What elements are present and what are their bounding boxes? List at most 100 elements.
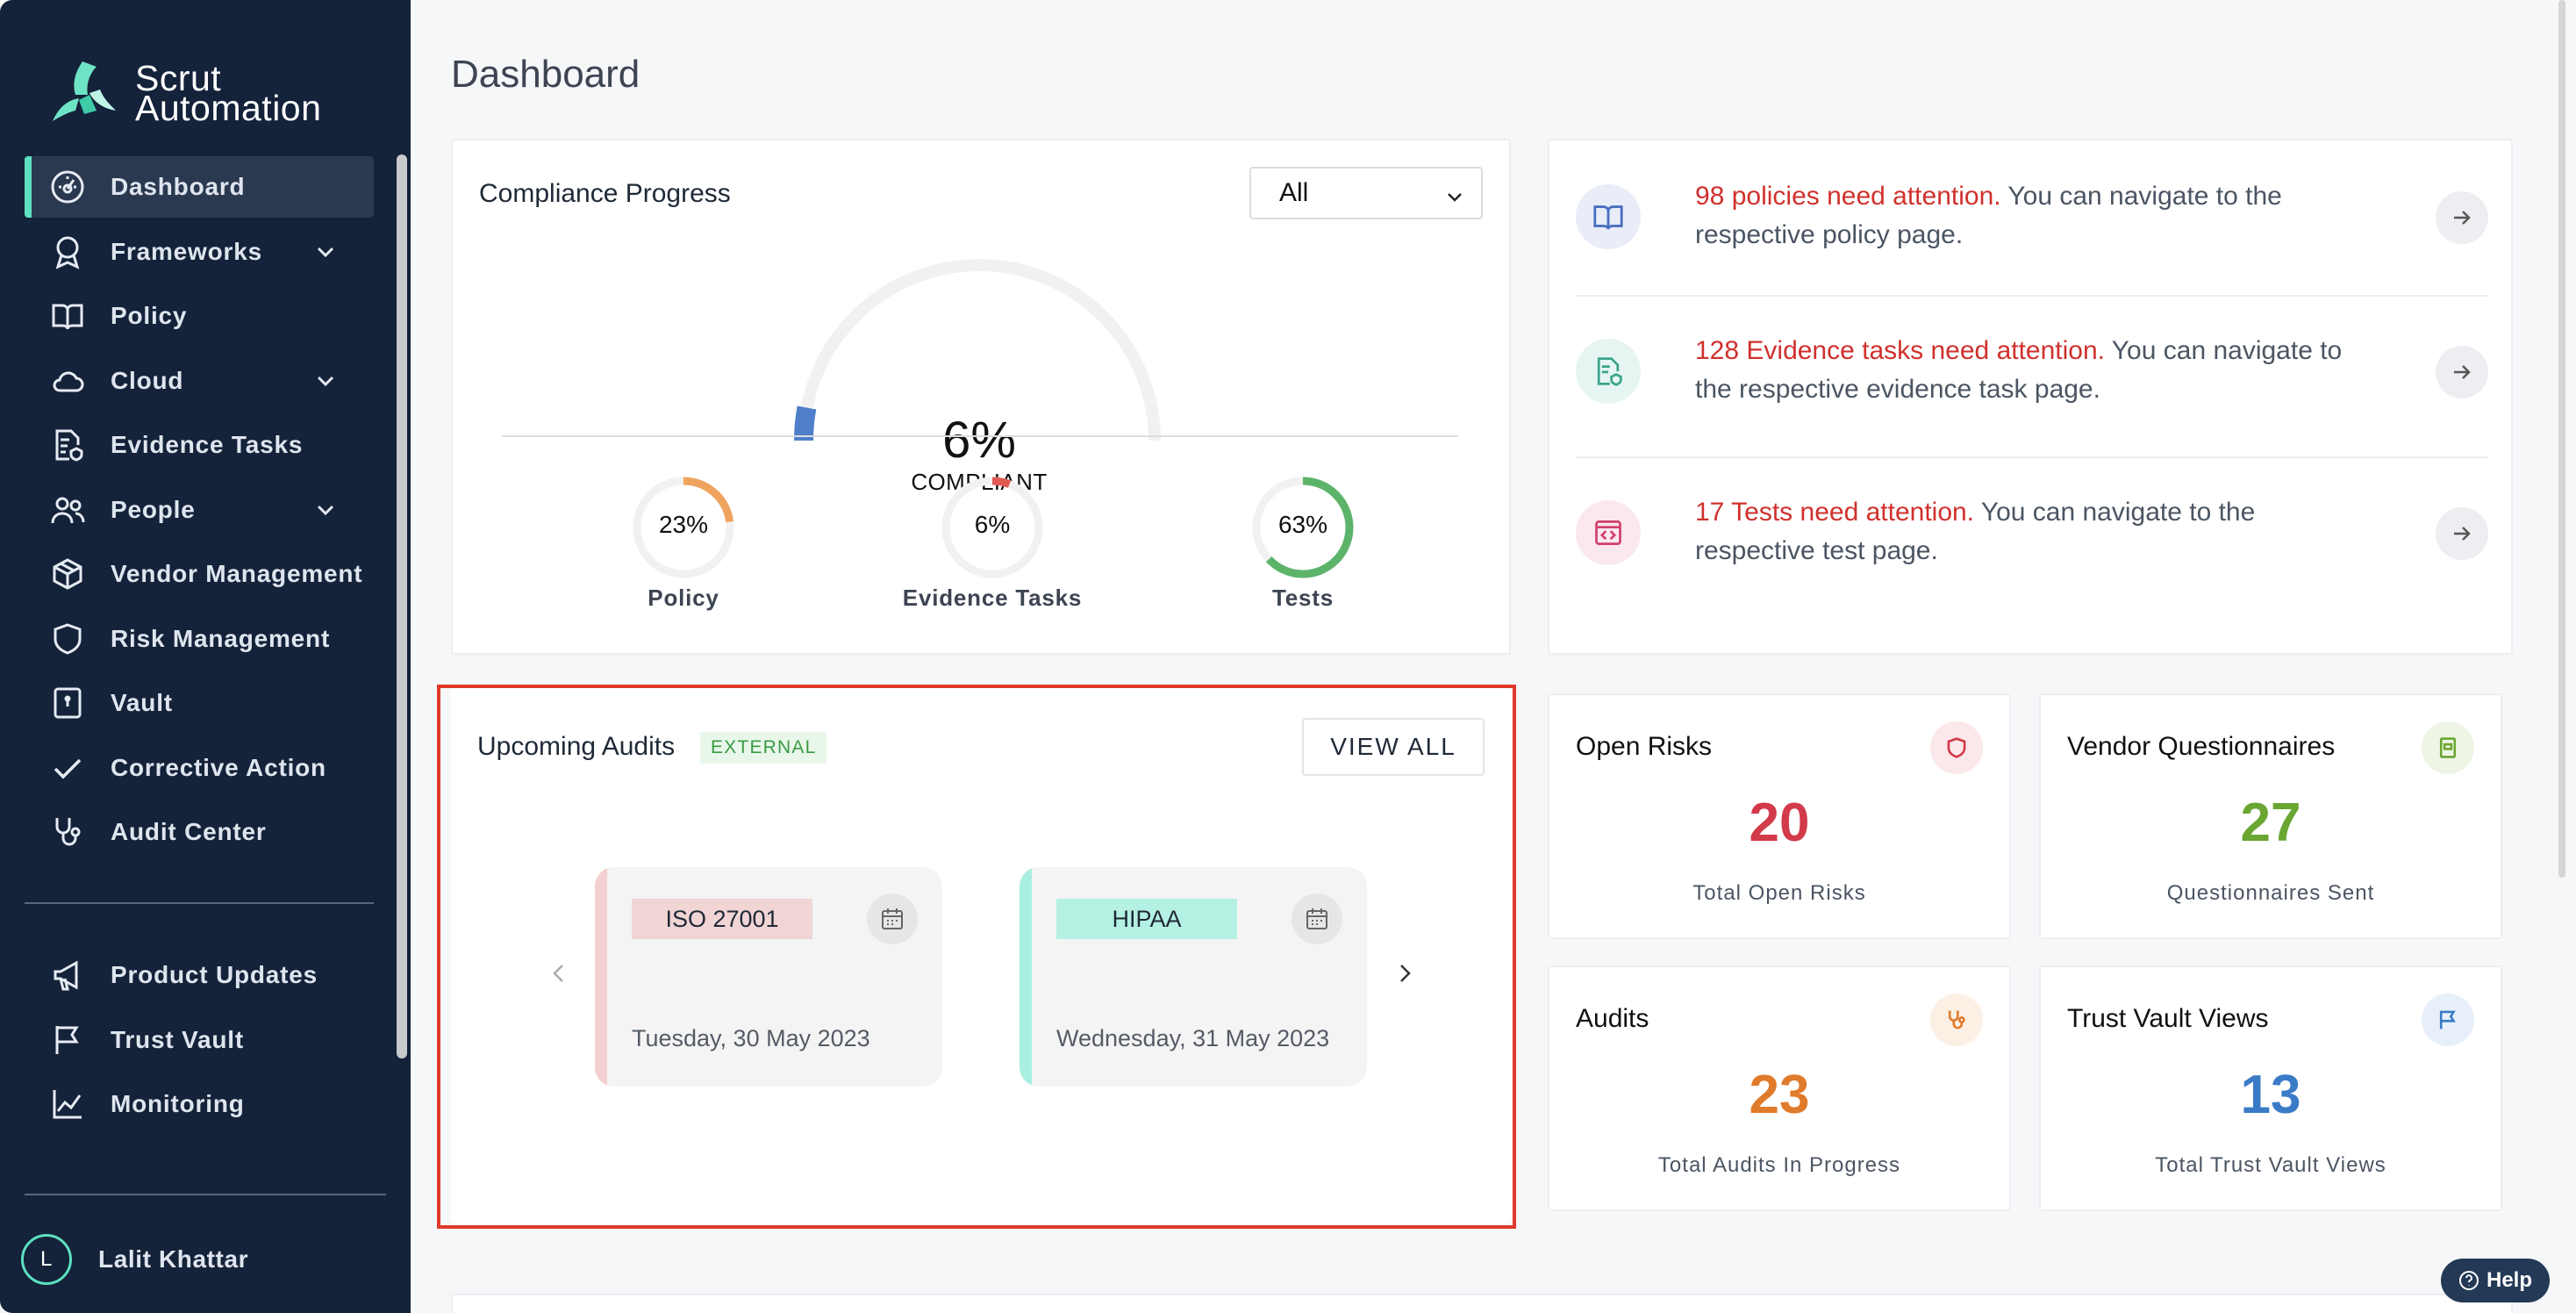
dashboard-icon — [49, 169, 86, 205]
chevron-down-icon[interactable] — [314, 240, 337, 263]
chevron-down-icon[interactable] — [314, 370, 337, 392]
ring-chart — [1252, 477, 1354, 578]
sidebar-item-label: Monitoring — [111, 1090, 245, 1117]
stat-value: 23 — [1749, 1065, 1810, 1125]
sidebar-item-trust-vault[interactable]: Trust Vault — [25, 1009, 374, 1071]
calendar-icon[interactable] — [1292, 893, 1342, 944]
sidebar-item-vendor-management[interactable]: Vendor Management — [25, 543, 374, 605]
attention-message: 98 policies need attention. You can navi… — [1695, 177, 2362, 255]
page-scrollbar[interactable] — [2558, 0, 2565, 878]
ring-arc — [1252, 477, 1354, 578]
sidebar-item-frameworks[interactable]: Frameworks — [25, 221, 374, 283]
navigate-arrow-button[interactable] — [2436, 507, 2488, 560]
sidebar-item-cloud[interactable]: Cloud — [25, 350, 374, 412]
sidebar-item-policy[interactable]: Policy — [25, 285, 374, 347]
sidebar-scrollbar[interactable] — [397, 154, 407, 1058]
sidebar-secondary-nav: Product Updates Trust Vault Monitoring — [25, 944, 374, 1138]
chevron-right-icon[interactable] — [1392, 960, 1418, 987]
chevron-down-icon[interactable] — [314, 499, 337, 521]
arrow-right-icon — [2454, 527, 2471, 541]
sidebar-item-label: Frameworks — [111, 237, 262, 265]
sidebar-divider — [25, 1194, 386, 1195]
stat-card-open-risks[interactable]: Open Risks 20 Total Open Risks — [1548, 693, 2011, 939]
sidebar-item-label: Vendor Management — [111, 560, 363, 587]
stat-card-vendor-questionnaires[interactable]: Vendor Questionnaires 27 Questionnaires … — [2039, 693, 2502, 939]
app-logo[interactable]: Scrut Automation — [49, 60, 337, 126]
stat-title: Audits — [1576, 1004, 1649, 1033]
code-window-icon — [1576, 500, 1641, 565]
card-title: Upcoming Audits — [477, 732, 676, 761]
external-badge: EXTERNAL — [700, 732, 827, 764]
sidebar-divider — [25, 902, 374, 904]
sidebar-item-people[interactable]: People — [25, 479, 374, 541]
ring-policy: 23% Policy — [583, 474, 784, 612]
view-all-button[interactable]: VIEW ALL — [1302, 718, 1485, 776]
stat-value: 27 — [2240, 793, 2301, 853]
audit-tile-hipaa[interactable]: HIPAA Wednesday, 31 May 2023 — [1020, 867, 1367, 1087]
audit-date: Tuesday, 30 May 2023 — [632, 1025, 870, 1051]
stat-label: Total Open Risks — [1692, 881, 1866, 905]
question-circle-icon — [2458, 1271, 2479, 1290]
chart-line-icon — [49, 1086, 86, 1123]
award-icon — [49, 233, 86, 270]
select-value: All — [1279, 178, 1309, 207]
help-label: Help — [2486, 1268, 2532, 1292]
sidebar-item-audit-center[interactable]: Audit Center — [25, 801, 374, 863]
help-button[interactable]: Help — [2441, 1259, 2550, 1302]
sidebar-item-label: People — [111, 495, 196, 523]
navigate-arrow-button[interactable] — [2436, 191, 2488, 244]
attention-rest: You can navigate to the respective test … — [1695, 498, 2256, 565]
sidebar-nav: Dashboard Frameworks Policy Cloud Eviden… — [25, 156, 374, 866]
compliance-progress-card: Compliance Progress All 6% COMPLIANT 23%… — [451, 139, 1511, 655]
megaphone-icon — [49, 957, 86, 994]
navigate-arrow-button[interactable] — [2436, 346, 2488, 398]
calendar-icon[interactable] — [867, 893, 918, 944]
ring-value: 63% — [1277, 511, 1328, 538]
compliance-filter-select[interactable]: All — [1249, 167, 1483, 219]
user-name: Lalit Khattar — [98, 1245, 249, 1273]
attention-highlight: 17 Tests need attention. — [1695, 498, 1975, 527]
user-profile[interactable]: L Lalit Khattar — [21, 1234, 248, 1285]
page-title: Dashboard — [451, 53, 640, 96]
attention-rest: You can navigate to the respective evide… — [1695, 336, 2343, 404]
sidebar-item-evidence-tasks[interactable]: Evidence Tasks — [25, 414, 374, 476]
sidebar: Scrut Automation Dashboard Frameworks Po… — [0, 0, 411, 1313]
ring-arc — [941, 477, 1043, 578]
ring-chart — [941, 477, 1043, 578]
cloud-icon — [49, 362, 86, 399]
book-icon — [49, 298, 86, 334]
attention-item-policies: 98 policies need attention. You can navi… — [1576, 165, 2488, 319]
evidence-doc-icon — [49, 427, 86, 463]
ring-value: 23% — [658, 511, 709, 538]
sidebar-item-label: Vault — [111, 689, 173, 716]
stat-card-audits[interactable]: Audits 23 Total Audits In Progress — [1548, 965, 2011, 1211]
divider — [1576, 295, 2488, 297]
audit-tile-iso-27001[interactable]: ISO 27001 Tuesday, 30 May 2023 — [595, 867, 942, 1087]
vault-icon — [49, 685, 86, 721]
sidebar-item-dashboard[interactable]: Dashboard — [25, 156, 374, 218]
shield-icon — [1930, 721, 1983, 774]
avatar: L — [21, 1234, 72, 1285]
sidebar-item-risk-management[interactable]: Risk Management — [25, 608, 374, 670]
attention-card: 98 policies need attention. You can navi… — [1548, 139, 2513, 655]
shield-icon — [49, 621, 86, 657]
sidebar-item-product-updates[interactable]: Product Updates — [25, 944, 374, 1006]
tile-accent — [595, 867, 607, 1087]
sidebar-item-corrective-action[interactable]: Corrective Action — [25, 737, 374, 799]
sidebar-item-label: Cloud — [111, 366, 184, 394]
chevron-left-icon[interactable] — [546, 960, 572, 987]
sidebar-item-label: Audit Center — [111, 818, 267, 845]
gauge-fill — [793, 405, 817, 441]
tile-accent — [1020, 867, 1032, 1087]
attention-highlight: 98 policies need attention. — [1695, 182, 2001, 211]
attention-message: 17 Tests need attention. You can navigat… — [1695, 493, 2362, 570]
sidebar-item-vault[interactable]: Vault — [25, 672, 374, 734]
gauge-chart — [793, 259, 1161, 441]
sidebar-item-monitoring[interactable]: Monitoring — [25, 1073, 374, 1135]
framework-tag: ISO 27001 — [632, 899, 812, 939]
ring-label: Policy — [648, 585, 719, 611]
stat-label: Questionnaires Sent — [2166, 881, 2375, 905]
stat-card-trust-vault-views[interactable]: Trust Vault Views 13 Total Trust Vault V… — [2039, 965, 2502, 1211]
attention-highlight: 128 Evidence tasks need attention. — [1695, 336, 2105, 365]
flag-icon — [2422, 994, 2474, 1046]
